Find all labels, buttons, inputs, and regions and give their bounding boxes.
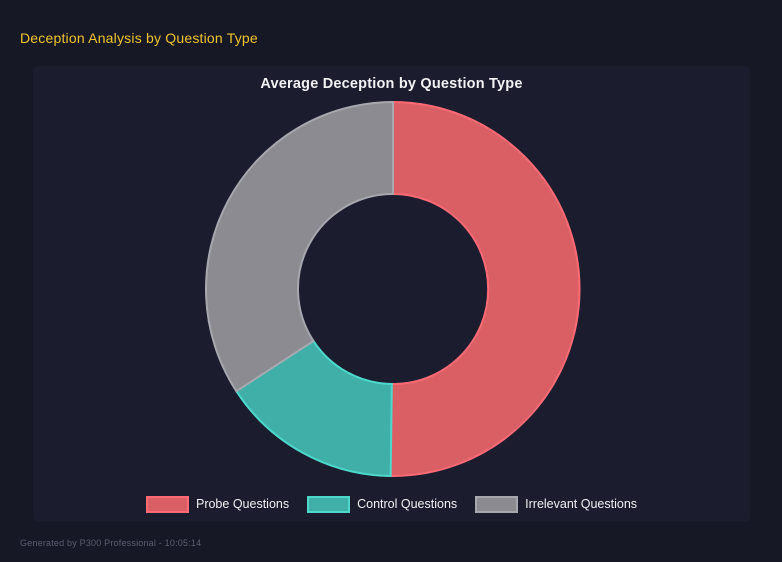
page-title: Deception Analysis by Question Type [20,30,258,46]
footer-note: Generated by P300 Professional - 10:05:1… [20,538,202,548]
legend-item-irrelevant-questions[interactable]: Irrelevant Questions [475,495,637,513]
legend-label: Irrelevant Questions [525,497,638,511]
legend-item-probe-questions[interactable]: Probe Questions [145,495,290,513]
chart-legend: Probe Questions Control Questions Irrele… [33,495,750,513]
doughnut-chart[interactable] [33,66,750,521]
chart-panel: Average Deception by Question Type Probe… [33,66,750,521]
chart-title: Average Deception by Question Type [260,76,523,92]
donut-segment-control-questions[interactable] [234,339,393,478]
legend-item-control-questions[interactable]: Control Questions [307,495,457,513]
donut-segment-probe-questions[interactable] [389,100,581,477]
legend-swatch-irrelevant-questions [475,495,519,513]
legend-label: Control Questions [357,497,458,511]
legend-label: Probe Questions [195,497,290,511]
donut-segment-irrelevant-questions[interactable] [205,100,394,393]
legend-swatch-control-questions [307,495,351,513]
legend-swatch-probe-questions [145,495,189,513]
